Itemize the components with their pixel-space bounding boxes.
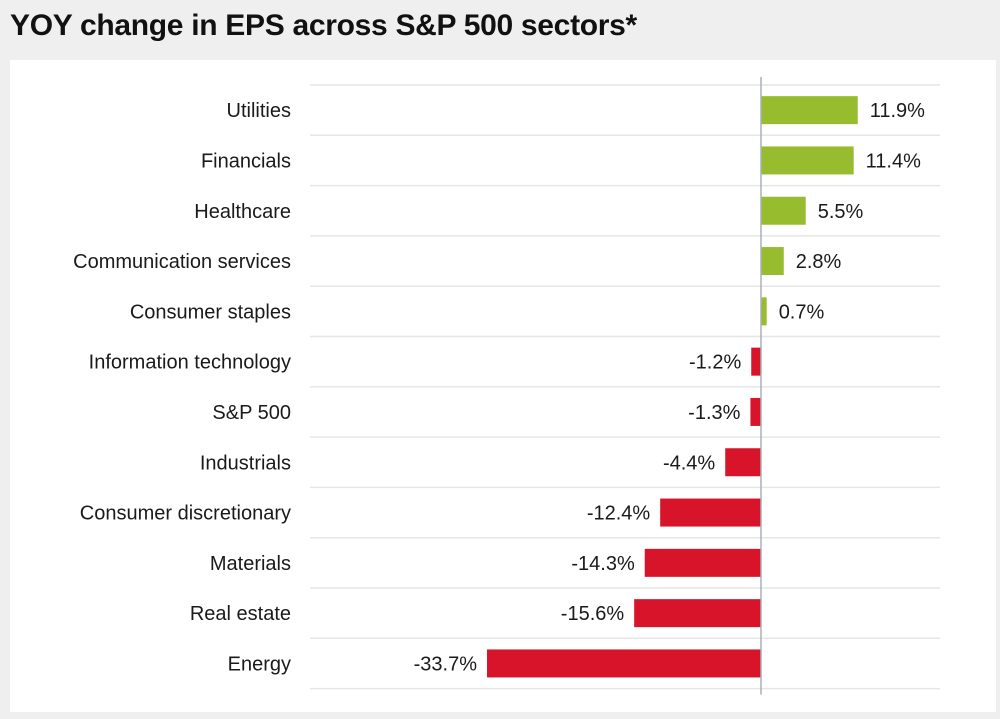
value-label: 5.5% — [818, 201, 864, 223]
bars — [487, 96, 858, 678]
category-label: Materials — [210, 553, 291, 575]
value-label: -1.3% — [688, 402, 740, 424]
value-label: -12.4% — [587, 503, 651, 525]
value-label: 11.4% — [866, 150, 921, 172]
category-label: Industrials — [200, 452, 291, 474]
bar — [644, 548, 761, 577]
bar — [761, 247, 784, 276]
bar — [634, 599, 761, 628]
value-label: 0.7% — [779, 301, 825, 323]
bar — [725, 448, 761, 477]
chart-title: YOY change in EPS across S&P 500 sectors… — [10, 9, 637, 42]
category-label: S&P 500 — [212, 402, 291, 424]
bar — [751, 347, 761, 376]
bar — [750, 397, 761, 426]
bar — [660, 498, 761, 527]
value-label: -33.7% — [414, 653, 478, 675]
value-label: -1.2% — [689, 352, 741, 374]
value-label: -14.3% — [571, 553, 635, 575]
category-label: Real estate — [190, 603, 291, 625]
bar — [761, 96, 858, 125]
category-label: Information technology — [89, 352, 291, 374]
bar — [761, 146, 854, 175]
bar-chart: Utilities Financials Healthcare Communicati… — [73, 77, 940, 695]
category-label: Healthcare — [194, 201, 291, 223]
value-label: -4.4% — [663, 452, 715, 474]
category-label: Communication services — [73, 251, 291, 273]
category-label: Energy — [228, 653, 291, 675]
category-label: Consumer discretionary — [80, 503, 291, 525]
value-label: 2.8% — [796, 251, 842, 273]
chart-panel: Utilities Financials Healthcare Communicati… — [10, 60, 996, 712]
gridlines — [310, 84, 940, 690]
bar — [761, 196, 806, 225]
category-label: Utilities — [227, 100, 291, 122]
value-label: -15.6% — [561, 603, 625, 625]
bar — [761, 297, 767, 326]
category-label: Consumer staples — [130, 301, 291, 323]
category-labels: Utilities Financials Healthcare Communicati… — [73, 100, 291, 675]
value-label: 11.9% — [870, 100, 925, 122]
bar — [487, 649, 761, 678]
category-label: Financials — [201, 150, 291, 172]
value-labels: 11.9% 11.4% 5.5% 2.8% 0.7% -1.2% -1.3% -4.4% -12… — [414, 100, 926, 675]
